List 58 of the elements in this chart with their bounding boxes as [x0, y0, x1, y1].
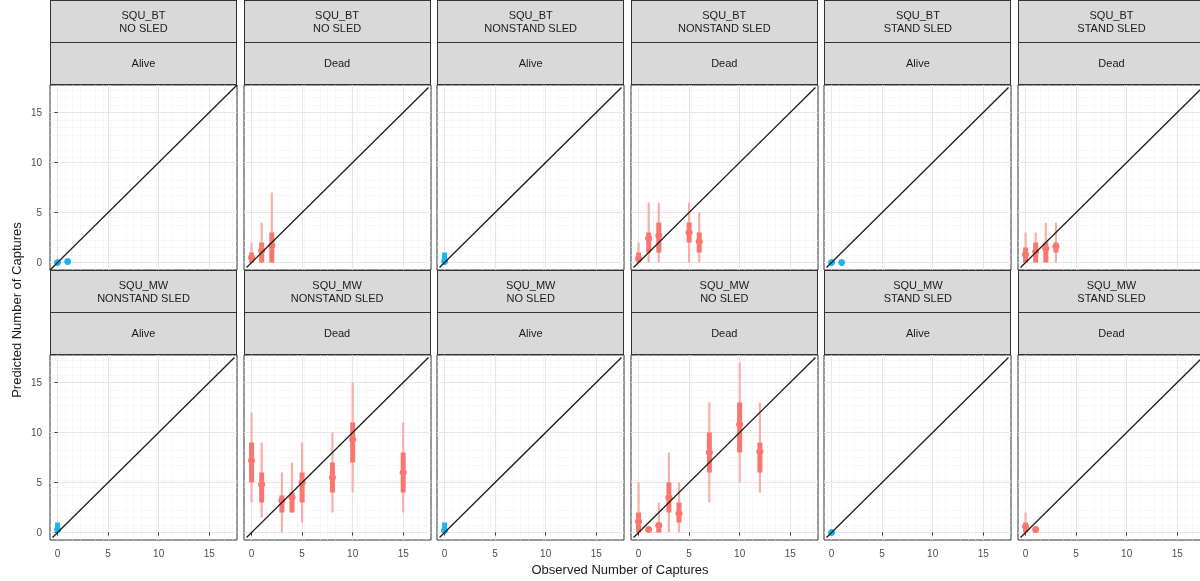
chart-title: SQU_BT STAND SLED [824, 0, 1012, 43]
chart-title: SQU_BT NO SLED [50, 0, 237, 43]
x-tick-label: 0 [829, 547, 836, 559]
x-axis-title: Observed Number of Captures [531, 561, 709, 577]
chart-title: SQU_MW STAND SLED [824, 270, 1012, 313]
y-tick-label: 10 [30, 427, 43, 438]
chart-subtitle: Dead [1018, 42, 1200, 85]
y-tick-label: 15 [30, 107, 43, 118]
x-tick-label: 10 [540, 547, 552, 559]
x-tick-label: 10 [153, 547, 165, 559]
x-tick-label: 5 [1073, 547, 1080, 559]
x-tick-label: 15 [1171, 547, 1184, 559]
x-tick-label: 5 [492, 547, 499, 559]
chart-subtitle: Alive [824, 312, 1012, 355]
chart-title: SQU_MW NONSTAND SLED [50, 270, 237, 313]
chart-title: SQU_BT NONSTAND SLED [630, 0, 818, 43]
x-tick-label: 10 [927, 547, 940, 559]
chart-title: SQU_MW NO SLED [630, 270, 818, 313]
x-tick-label: 15 [397, 547, 409, 559]
chart-title: SQU_MW NONSTAND SLED [243, 270, 431, 313]
chart-subtitle: Dead [243, 42, 431, 85]
x-tick-label: 15 [590, 547, 603, 559]
x-tick-label: 15 [784, 547, 796, 559]
chart-subtitle: Alive [50, 42, 237, 85]
y-axis-title: Predicted Number of Captures [8, 222, 24, 398]
x-tick-label: 0 [441, 547, 448, 559]
x-tick-label: 0 [248, 547, 255, 559]
chart-title: SQU_BT NO SLED [243, 0, 431, 43]
y-tick-label: 15 [30, 377, 43, 388]
y-tick-label: 5 [36, 477, 43, 488]
x-tick-label: 15 [203, 547, 216, 559]
chart-title: SQU_BT NONSTAND SLED [437, 0, 625, 43]
y-tick-label: 0 [36, 527, 43, 538]
chart-title: SQU_MW NO SLED [437, 270, 625, 313]
y-tick-label: 0 [36, 257, 43, 268]
x-tick-label: 0 [1022, 547, 1029, 559]
x-tick-label: 10 [346, 547, 359, 559]
x-tick-label: 10 [1121, 547, 1133, 559]
chart-subtitle: Alive [437, 312, 625, 355]
x-tick-label: 0 [54, 547, 61, 559]
chart-subtitle: Dead [630, 312, 818, 355]
chart-subtitle: Dead [630, 42, 818, 85]
chart-title: SQU_MW STAND SLED [1018, 270, 1200, 313]
x-tick-label: 5 [298, 547, 305, 559]
chart-subtitle: Dead [1018, 312, 1200, 355]
x-tick-label: 10 [733, 547, 746, 559]
chart-subtitle: Dead [243, 312, 431, 355]
x-tick-label: 5 [879, 547, 886, 559]
x-tick-label: 5 [686, 547, 693, 559]
y-tick-label: 5 [36, 207, 43, 218]
y-tick-label: 10 [30, 157, 43, 168]
chart-subtitle: Alive [824, 42, 1012, 85]
chart-subtitle: Alive [50, 312, 237, 355]
x-tick-label: 15 [978, 547, 990, 559]
chart-subtitle: Alive [437, 42, 625, 85]
x-tick-label: 5 [105, 547, 112, 559]
x-tick-label: 0 [635, 547, 642, 559]
chart-title: SQU_BT STAND SLED [1018, 0, 1200, 43]
